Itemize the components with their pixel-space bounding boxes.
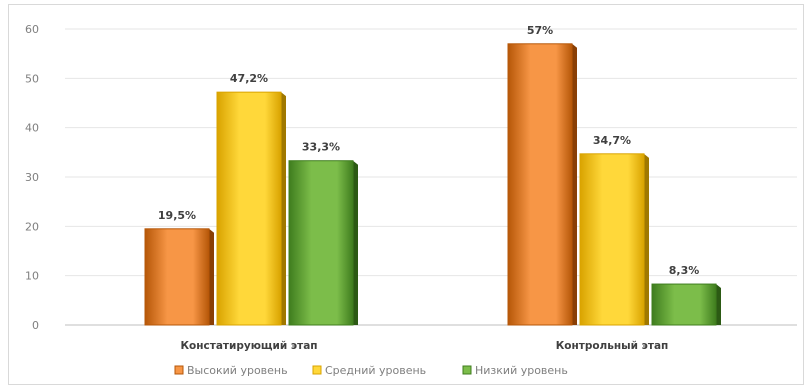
data-label: 47,2% bbox=[230, 72, 268, 85]
bar-shadow bbox=[644, 153, 649, 325]
axes: 0 10 20 30 40 50 60 Констатирующий этап Контроль… bbox=[25, 23, 668, 352]
y-tick-label: 10 bbox=[25, 270, 39, 283]
y-tick-label: 30 bbox=[25, 171, 39, 184]
legend-swatch bbox=[312, 365, 322, 375]
legend-swatch bbox=[174, 365, 184, 375]
bars bbox=[144, 43, 721, 326]
bar-shadow bbox=[716, 284, 721, 325]
bar-shadow bbox=[281, 92, 286, 325]
legend: Высокий уровень Средний уровень Низкий уро… bbox=[174, 364, 568, 377]
data-label: 19,5% bbox=[158, 209, 196, 222]
bar bbox=[579, 153, 645, 326]
bar-shadow bbox=[353, 160, 358, 325]
chart-frame: 0 10 20 30 40 50 60 Констатирующий этап Контроль… bbox=[8, 4, 804, 385]
data-label: 34,7% bbox=[593, 134, 631, 147]
bar bbox=[216, 91, 282, 326]
data-labels: 19,5% 47,2% 33,3% 57% 34,7% 8,3% bbox=[158, 24, 699, 277]
legend-label: Низкий уровень bbox=[475, 364, 568, 377]
legend-label: Средний уровень bbox=[325, 364, 426, 377]
bar bbox=[651, 283, 717, 326]
y-tick-label: 0 bbox=[32, 319, 39, 332]
legend-swatch bbox=[462, 365, 472, 375]
data-label: 57% bbox=[527, 24, 553, 37]
data-label: 8,3% bbox=[669, 264, 700, 277]
bar bbox=[507, 43, 573, 326]
bar-shadow bbox=[209, 228, 214, 325]
legend-label: Высокий уровень bbox=[187, 364, 288, 377]
y-tick-label: 60 bbox=[25, 23, 39, 36]
bar bbox=[288, 160, 354, 326]
category-label: Констатирующий этап bbox=[180, 340, 317, 352]
y-tick-label: 40 bbox=[25, 122, 39, 135]
y-tick-label: 50 bbox=[25, 72, 39, 85]
bar-chart: 0 10 20 30 40 50 60 Констатирующий этап Контроль… bbox=[25, 23, 797, 377]
bar bbox=[144, 228, 210, 326]
y-tick-label: 20 bbox=[25, 220, 39, 233]
bar-shadow bbox=[572, 43, 577, 326]
data-label: 33,3% bbox=[302, 141, 340, 154]
category-label: Контрольный этап bbox=[556, 340, 669, 352]
